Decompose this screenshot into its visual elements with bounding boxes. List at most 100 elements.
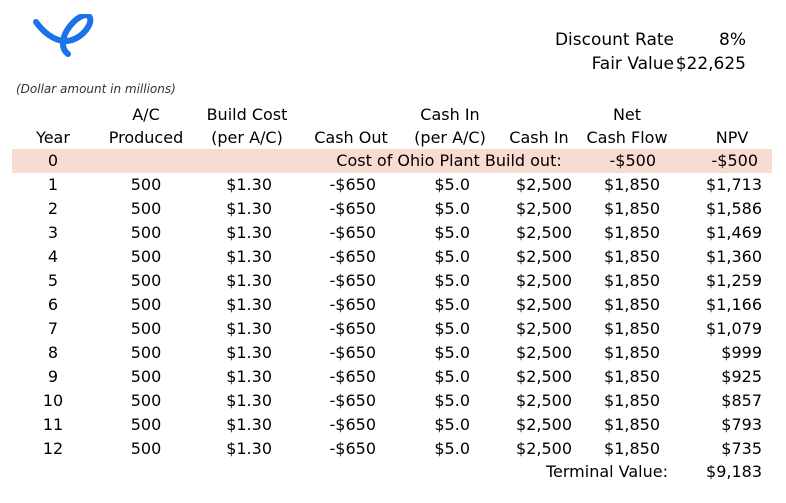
cell-cash-in: $2,500 — [516, 343, 572, 362]
cell-produced: 500 — [130, 199, 162, 218]
cell-build-cost: $1.30 — [226, 391, 272, 410]
cell-produced: 500 — [130, 319, 162, 338]
cell-year: 1 — [47, 175, 59, 194]
cell-cash-out: -$650 — [329, 175, 377, 194]
table-row: 9 500 $1.30 -$650 $5.0 $2,500 $1,850 $925 — [0, 365, 786, 389]
terminal-value-row: Terminal Value: $9,183 — [0, 460, 786, 484]
header-net-cash-flow: Net Cash Flow — [586, 105, 668, 147]
cell-year: 6 — [47, 295, 59, 314]
table-row: 11 500 $1.30 -$650 $5.0 $2,500 $1,850 $793 — [0, 413, 786, 437]
terminal-value: $9,183 — [706, 462, 762, 481]
cell-net: $1,850 — [604, 319, 660, 338]
cell-npv: $1,079 — [706, 319, 762, 338]
table-row: 3 500 $1.30 -$650 $5.0 $2,500 $1,850 $1,469 — [0, 221, 786, 245]
cell-year: 8 — [47, 343, 59, 362]
discount-rate-label: Discount Rate — [554, 30, 674, 50]
cell-cash-out: -$650 — [329, 271, 377, 290]
cell-net: $1,850 — [604, 271, 660, 290]
cell-net: $1,850 — [604, 199, 660, 218]
cell-net: $1,850 — [604, 391, 660, 410]
cell-cash-in: $2,500 — [516, 367, 572, 386]
header-year: Year — [36, 128, 70, 147]
table-row-year-0: 0 Cost of Ohio Plant Build out: -$500 -$… — [12, 149, 772, 173]
cell-cash-out: -$650 — [329, 295, 377, 314]
cell-cash-out: -$650 — [329, 439, 377, 458]
cell-npv: $925 — [721, 367, 762, 386]
units-note: (Dollar amount in millions) — [16, 82, 176, 96]
cell-year: 2 — [47, 199, 59, 218]
table-header: Year A/C Produced Build Cost (per A/C) C… — [0, 101, 786, 149]
cell-year: 5 — [47, 271, 59, 290]
table-body: 0 Cost of Ohio Plant Build out: -$500 -$… — [0, 149, 786, 461]
cell-cash-out: -$650 — [329, 319, 377, 338]
cell-npv: $1,713 — [706, 175, 762, 194]
cell-cash-in-per: $5.0 — [434, 343, 470, 362]
cell-cash-in: $2,500 — [516, 439, 572, 458]
cell-cash-in-per: $5.0 — [434, 175, 470, 194]
table-row: 7 500 $1.30 -$650 $5.0 $2,500 $1,850 $1,079 — [0, 317, 786, 341]
cell-net-cash-flow: -$500 — [609, 151, 657, 170]
table-row: 5 500 $1.30 -$650 $5.0 $2,500 $1,850 $1,259 — [0, 269, 786, 293]
cell-npv: $999 — [721, 343, 762, 362]
cell-build-cost: $1.30 — [226, 175, 272, 194]
header-produced: A/C Produced — [108, 105, 184, 147]
cell-year: 7 — [47, 319, 59, 338]
cell-npv: $1,586 — [706, 199, 762, 218]
cell-build-cost: $1.30 — [226, 295, 272, 314]
cell-year: 10 — [42, 391, 64, 410]
table-row: 1 500 $1.30 -$650 $5.0 $2,500 $1,850 $1,713 — [0, 173, 786, 197]
airline-swoosh-logo-icon — [33, 14, 94, 57]
cell-year: 11 — [42, 415, 64, 434]
table-row: 6 500 $1.30 -$650 $5.0 $2,500 $1,850 $1,166 — [0, 293, 786, 317]
header-cash-in-per: Cash In (per A/C) — [414, 105, 486, 147]
cell-cash-out: -$650 — [329, 367, 377, 386]
cell-cash-in: $2,500 — [516, 199, 572, 218]
table-row: 8 500 $1.30 -$650 $5.0 $2,500 $1,850 $999 — [0, 341, 786, 365]
cell-cash-in-per: $5.0 — [434, 199, 470, 218]
terminal-value-label: Terminal Value: — [545, 462, 668, 481]
table-row: 2 500 $1.30 -$650 $5.0 $2,500 $1,850 $1,586 — [0, 197, 786, 221]
cell-year: 0 — [47, 151, 59, 170]
cell-cash-in-per: $5.0 — [434, 391, 470, 410]
cell-cash-in-per: $5.0 — [434, 223, 470, 242]
cell-produced: 500 — [130, 343, 162, 362]
cell-produced: 500 — [130, 175, 162, 194]
cell-net: $1,850 — [604, 439, 660, 458]
cell-net: $1,850 — [604, 415, 660, 434]
cell-build-cost: $1.30 — [226, 367, 272, 386]
cell-npv: $793 — [721, 415, 762, 434]
cell-net: $1,850 — [604, 343, 660, 362]
cell-net: $1,850 — [604, 223, 660, 242]
table-row: 4 500 $1.30 -$650 $5.0 $2,500 $1,850 $1,360 — [0, 245, 786, 269]
cell-build-cost: $1.30 — [226, 415, 272, 434]
cell-cash-out: -$650 — [329, 343, 377, 362]
cell-produced: 500 — [130, 391, 162, 410]
cell-cash-in: $2,500 — [516, 175, 572, 194]
summary-values: 8% $22,625 — [676, 28, 746, 76]
cell-cash-in: $2,500 — [516, 271, 572, 290]
cell-build-cost: $1.30 — [226, 199, 272, 218]
cell-cash-in-per: $5.0 — [434, 295, 470, 314]
table-row: 12 500 $1.30 -$650 $5.0 $2,500 $1,850 $735 — [0, 437, 786, 461]
fair-value-value: $22,625 — [675, 54, 746, 74]
cell-npv: $1,166 — [706, 295, 762, 314]
cell-npv: -$500 — [711, 151, 759, 170]
cell-build-cost: $1.30 — [226, 223, 272, 242]
table-row: 10 500 $1.30 -$650 $5.0 $2,500 $1,850 $857 — [0, 389, 786, 413]
cell-net: $1,850 — [604, 367, 660, 386]
cell-net: $1,850 — [604, 247, 660, 266]
cell-produced: 500 — [130, 295, 162, 314]
summary-labels: Discount Rate Fair Value — [555, 28, 674, 76]
cell-build-cost: $1.30 — [226, 439, 272, 458]
cell-year: 9 — [47, 367, 59, 386]
cell-npv: $1,259 — [706, 271, 762, 290]
cell-build-cost: $1.30 — [226, 247, 272, 266]
fair-value-label: Fair Value — [591, 54, 674, 74]
header-build-cost: Build Cost (per A/C) — [206, 105, 288, 147]
cell-net: $1,850 — [604, 175, 660, 194]
cell-cash-in-per: $5.0 — [434, 367, 470, 386]
header-npv: NPV — [715, 128, 749, 147]
cell-cash-in: $2,500 — [516, 223, 572, 242]
cell-cash-out: -$650 — [329, 223, 377, 242]
cell-produced: 500 — [130, 415, 162, 434]
